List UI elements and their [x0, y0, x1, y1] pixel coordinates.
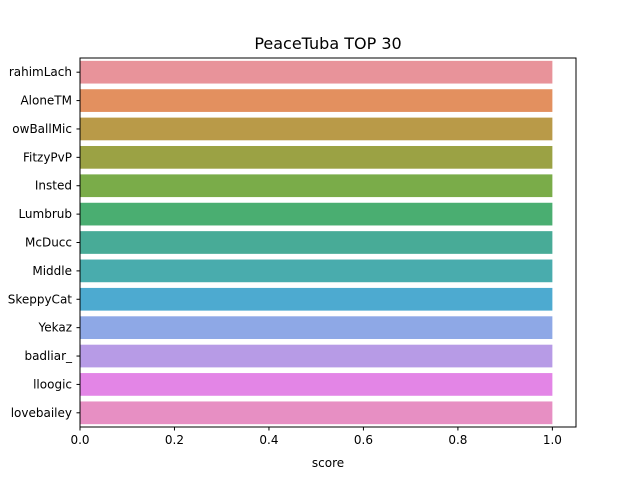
y-tick-label: SkeppyCat	[8, 292, 73, 306]
bar-McDucc	[80, 231, 553, 254]
bar-Insted	[80, 174, 553, 198]
y-tick-label: Lumbrub	[18, 207, 72, 221]
x-tick-label: 0.2	[165, 433, 184, 447]
y-tick-label: owBallMic	[12, 122, 72, 136]
axes-frame	[79, 57, 577, 428]
bar-lloogic	[80, 373, 553, 396]
x-tick-label: 0.0	[70, 433, 89, 447]
y-axis-ticks: rahimLach AloneTM owBallMic FitzyPvP Insted L…	[8, 65, 80, 420]
y-tick-label: lloogic	[33, 377, 72, 391]
x-tick-label: 0.4	[259, 433, 278, 447]
y-tick-label: rahimLach	[9, 65, 72, 79]
chart-title: PeaceTuba TOP 30	[254, 34, 401, 53]
y-tick-label: FitzyPvP	[23, 150, 72, 164]
x-tick-label: 0.8	[448, 433, 467, 447]
y-tick-label: Yekaz	[37, 321, 72, 335]
bar-lovebailey	[80, 401, 553, 425]
bar-owBallMic	[80, 117, 553, 141]
x-axis-ticks: 0.0 0.2 0.4 0.6 0.8 1.0	[70, 427, 562, 447]
bar-FitzyPvP	[80, 145, 553, 169]
y-tick-label: Middle	[32, 264, 72, 278]
y-tick-label: Insted	[35, 179, 72, 193]
y-tick-label: McDucc	[25, 236, 72, 250]
x-axis-label: score	[312, 456, 344, 470]
bar-rahimLach	[80, 60, 553, 84]
y-tick-label: lovebailey	[11, 406, 72, 420]
y-tick-label: AloneTM	[20, 94, 72, 108]
x-tick-label: 1.0	[543, 433, 562, 447]
y-tick-label: badliar_	[24, 349, 73, 363]
bar-Middle	[80, 259, 553, 283]
bar-badliar_	[80, 344, 553, 368]
x-tick-label: 0.6	[354, 433, 373, 447]
bars-group	[80, 60, 553, 425]
bar-Yekaz	[80, 316, 553, 340]
bar-AloneTM	[80, 89, 553, 112]
bar-Lumbrub	[80, 202, 553, 226]
bar-SkeppyCat	[80, 287, 553, 311]
